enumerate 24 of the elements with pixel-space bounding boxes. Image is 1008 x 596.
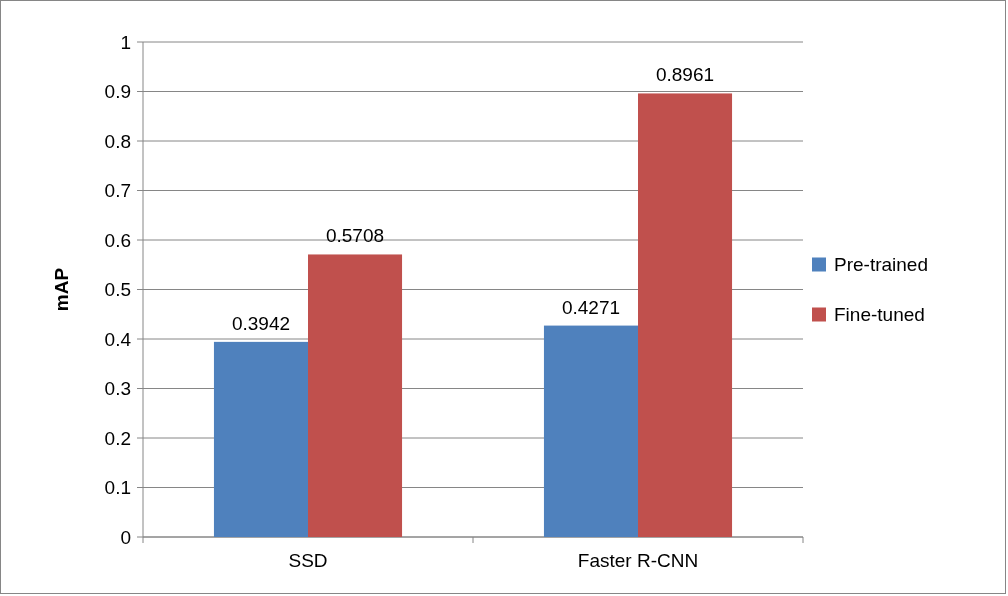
y-tick-label: 0.7: [104, 180, 131, 202]
legend-label: Fine-tuned: [834, 304, 925, 326]
y-axis-title: mAP: [51, 267, 72, 312]
y-tick-label: 0.9: [104, 81, 131, 103]
legend-label: Pre-trained: [834, 254, 928, 276]
y-tick-label: 0.5: [104, 279, 131, 301]
bar: [213, 341, 308, 537]
y-tick-label: 0.2: [104, 427, 131, 449]
data-label: 0.3942: [231, 312, 291, 334]
bar: [308, 254, 403, 537]
data-label: 0.8961: [655, 64, 715, 86]
data-label: 0.4271: [561, 296, 621, 318]
y-tick-label: 0.4: [104, 328, 132, 350]
bar: [543, 325, 638, 537]
y-tick-label: 0.8: [104, 130, 131, 152]
y-tick-label: 1: [120, 31, 131, 53]
bar: [638, 93, 733, 537]
x-tick-label: Faster R-CNN: [577, 550, 699, 571]
y-tick-label: 0.3: [104, 378, 131, 400]
y-tick-label: 0.6: [104, 229, 131, 251]
y-tick-label: 0.1: [104, 477, 131, 499]
data-label: 0.5708: [325, 225, 385, 247]
y-tick-label: 0: [120, 526, 131, 548]
x-tick-label: SSD: [288, 550, 328, 571]
